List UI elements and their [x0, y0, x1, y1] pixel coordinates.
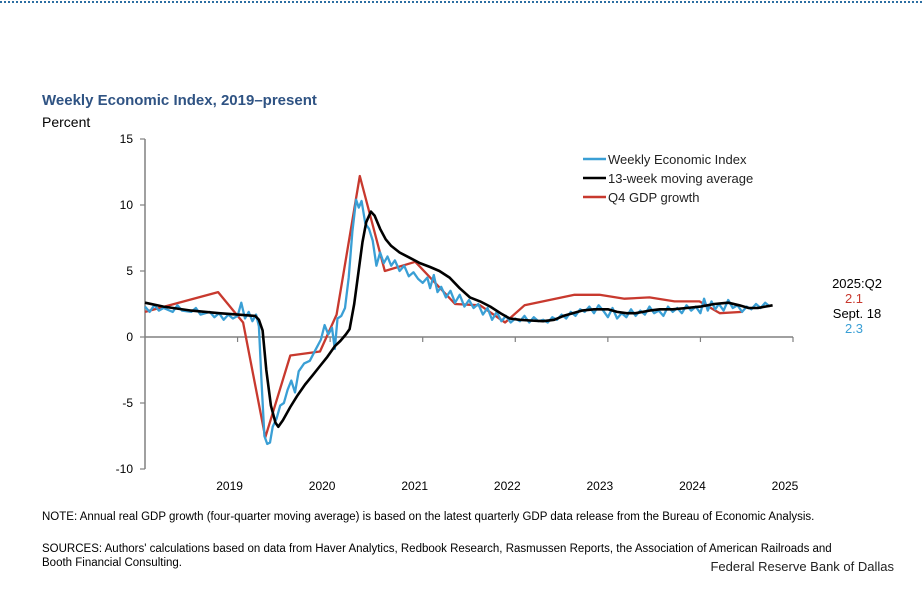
- y-tick-label: 10: [120, 198, 134, 212]
- series-line-13-week-moving-average: [144, 210, 773, 429]
- x-tick-label: 2025: [772, 479, 799, 493]
- x-tick-label: 2023: [587, 479, 614, 493]
- y-tick-label: 5: [126, 264, 133, 278]
- wei-date-label: Sept. 18: [832, 306, 882, 321]
- x-tick-label: 2021: [401, 479, 428, 493]
- y-tick-label: 0: [126, 330, 133, 344]
- note-text: NOTE: Annual real GDP growth (four-quart…: [42, 511, 815, 523]
- series-line-weekly-economic-index: [144, 198, 771, 446]
- axes: -10 -5 0 5 10 15 2019 2020 2021 2022 2023 2024 2025: [116, 132, 799, 493]
- chart-title: Weekly Economic Index, 2019–present: [42, 92, 317, 109]
- wei-value-label: 2.3: [844, 321, 864, 336]
- y-tick-label: -10: [116, 462, 134, 476]
- y-tick-label: -5: [122, 396, 133, 410]
- legend: Weekly Economic Index 13-week moving aver…: [583, 152, 753, 205]
- gdp-period-label: 2025:Q2: [832, 276, 882, 291]
- series-line-q4-gdp-growth: [144, 174, 743, 439]
- footer-credit: Federal Reserve Bank of Dallas: [710, 559, 894, 574]
- x-tick-label: 2022: [494, 479, 521, 493]
- y-axis-label: Percent: [42, 114, 91, 130]
- x-tick-label: 2019: [216, 479, 243, 493]
- sources-text: SOURCES: Authors' calculations based on …: [42, 543, 832, 569]
- x-tick-label: 2024: [679, 479, 706, 493]
- legend-label: 13-week moving average: [608, 171, 753, 186]
- series-lines: [144, 174, 773, 446]
- top-border: [0, 1, 922, 3]
- y-tick-label: 15: [120, 132, 134, 146]
- x-tick-label: 2020: [309, 479, 336, 493]
- gdp-value-label: 2.1: [844, 291, 864, 306]
- legend-label: Weekly Economic Index: [608, 152, 747, 167]
- legend-label: Q4 GDP growth: [608, 190, 700, 205]
